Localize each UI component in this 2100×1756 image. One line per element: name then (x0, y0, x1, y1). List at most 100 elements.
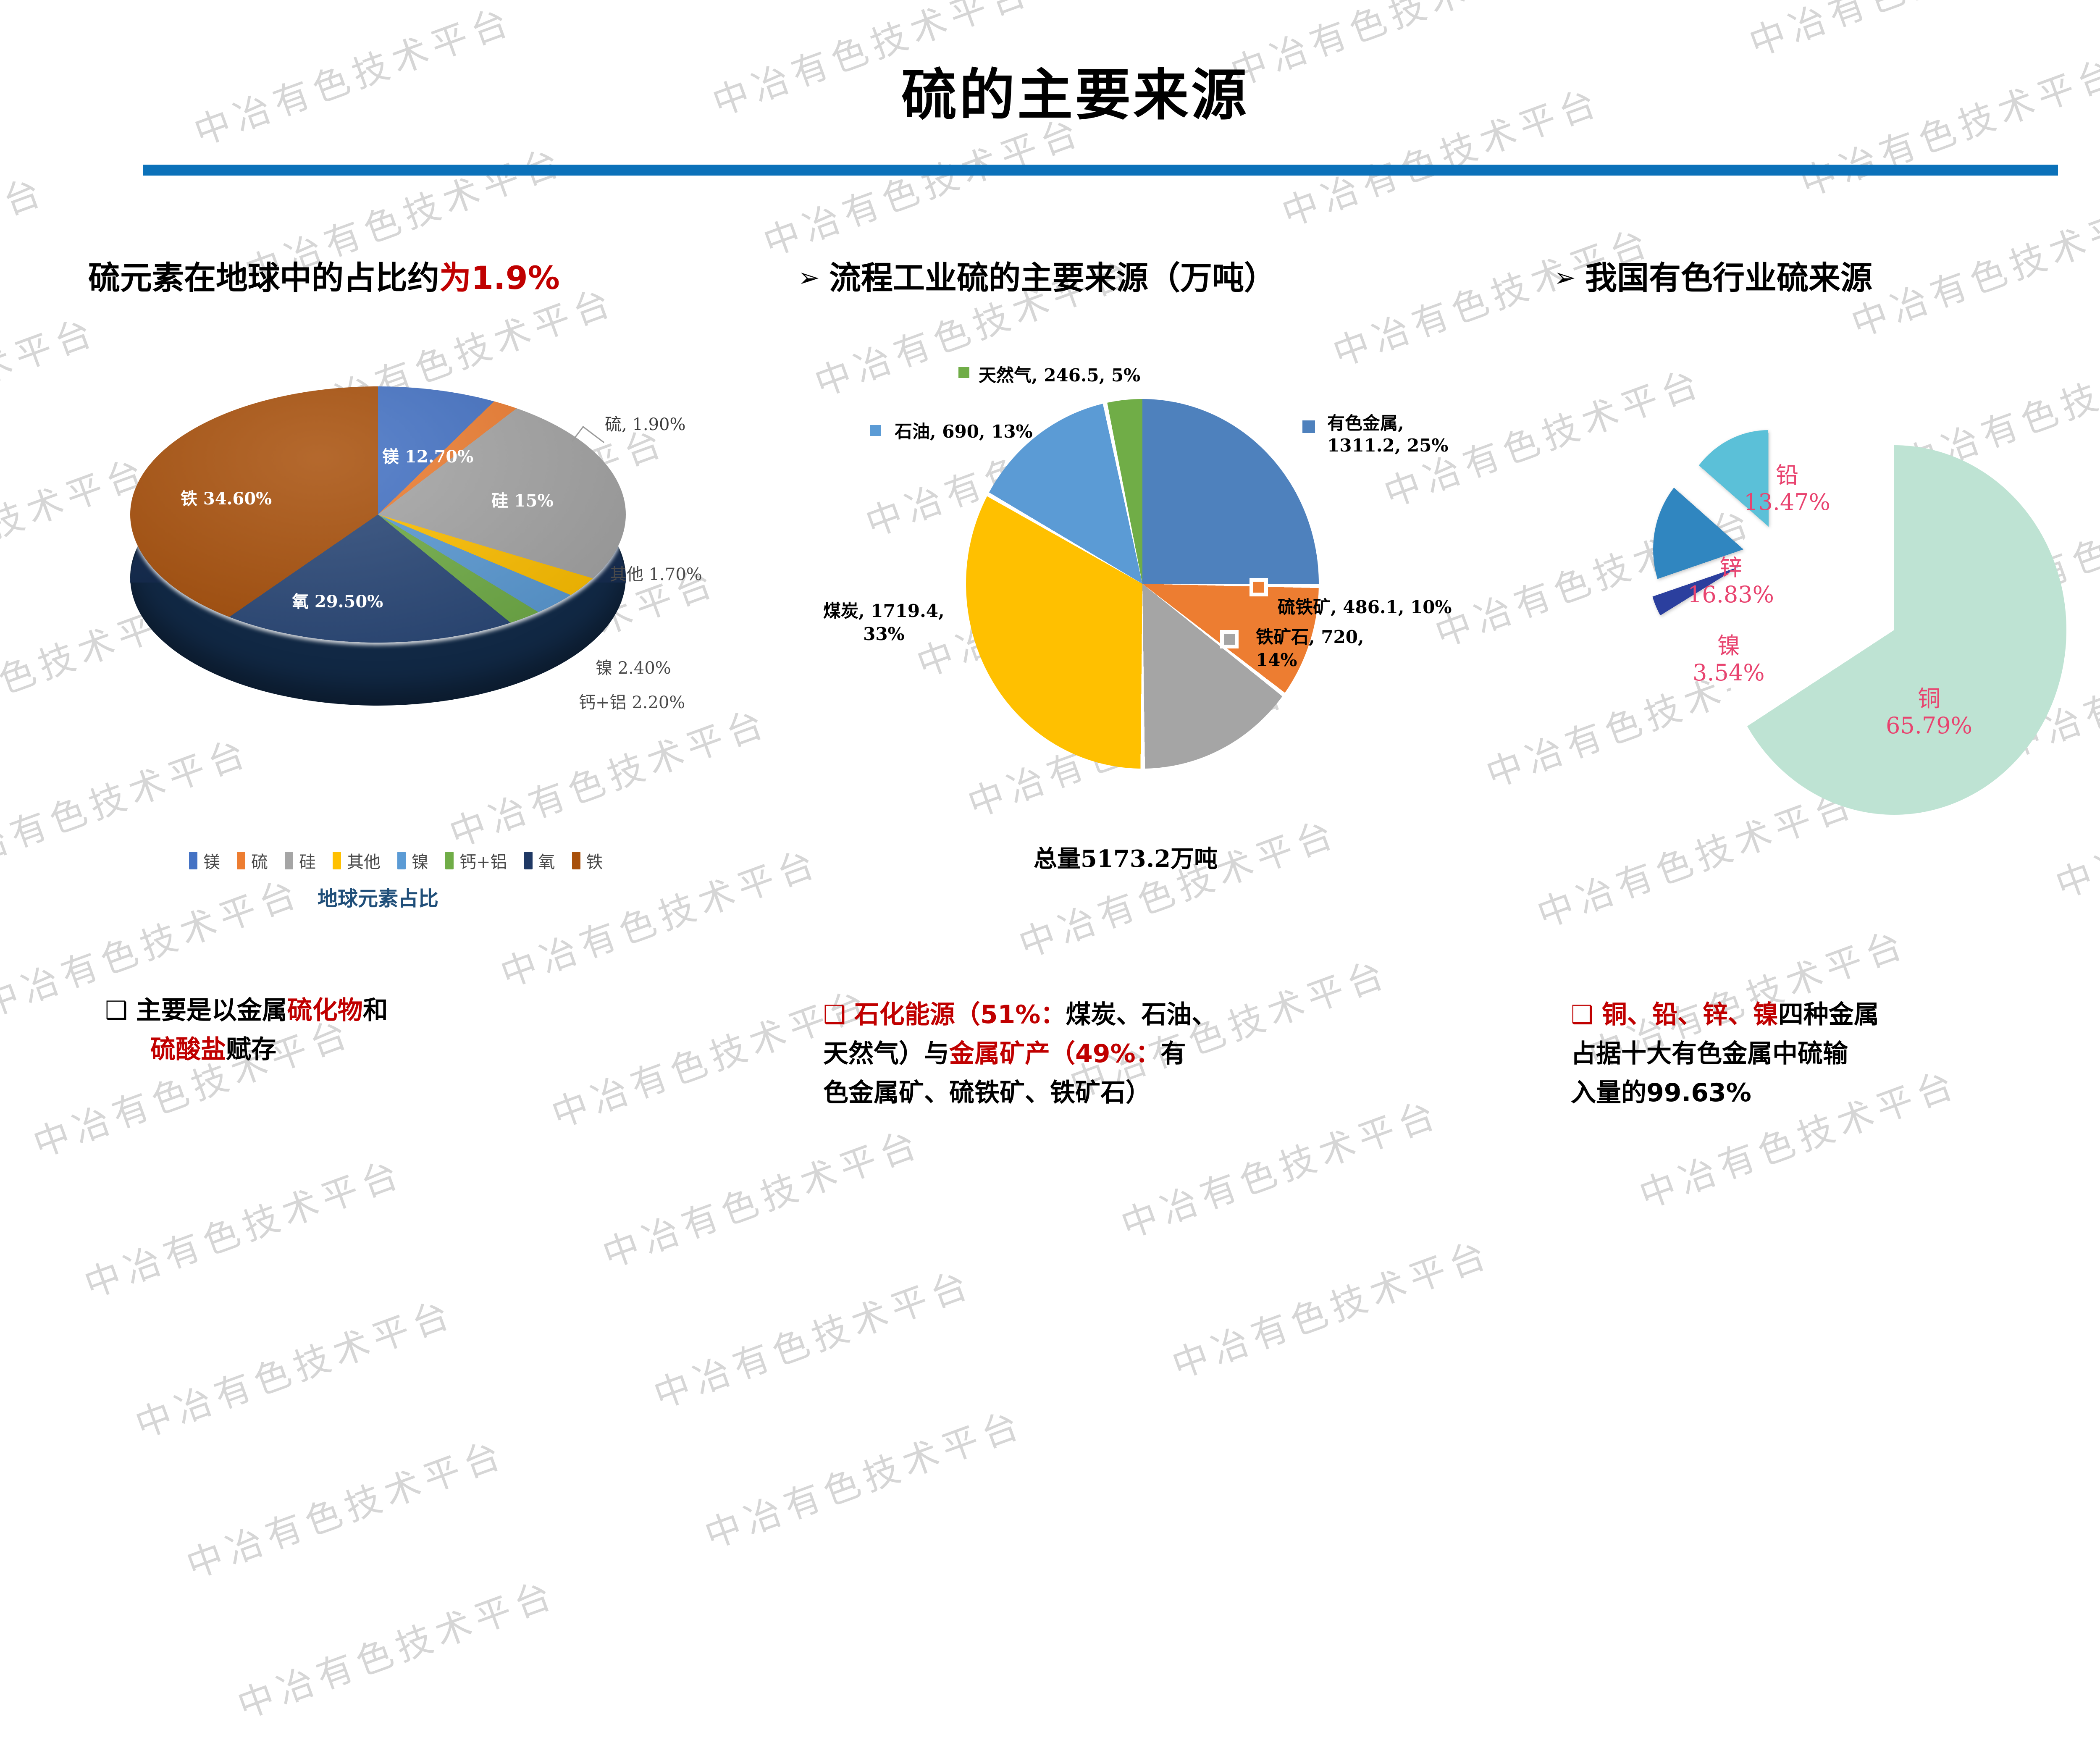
note-left-text-1: 主要是以金属 (136, 996, 287, 1025)
label-copper-name: 铜 (1917, 685, 1940, 712)
watermark-text: 中冶有色技术平台 (648, 1262, 979, 1417)
legend-label: 镍 (412, 853, 428, 872)
earth-element-pie-chart: 铁 34.60% 镁 12.70% 氧 29.50% 硫, 1.90% 硅 15… (130, 386, 702, 714)
legend-swatch-icon (285, 852, 293, 869)
legend-label: 硫 (251, 853, 268, 872)
pie-marker-pyrite (1250, 578, 1268, 596)
column-process-industry: ➢ 流程工业硫的主要来源（万吨） 天然气, 246.5, 5% 石油, 690, … (798, 259, 1453, 873)
note-left-highlight-1: 硫化物 (287, 996, 363, 1025)
pie-slice-label-other: 其他 1.70% (610, 565, 702, 584)
pie-slice-label-iron: 铁 34.60% (181, 489, 272, 509)
chart-total-annotation: 总量5173.2万吨 (1033, 845, 1218, 873)
label-lead-value: 13.47% (1744, 488, 1830, 515)
note-right-highlight: 铜、铅、锌、镍 (1601, 1000, 1778, 1029)
pie-slice-label-oxygen: 氧 29.50% (292, 592, 383, 612)
legend-item[interactable]: 硅 (285, 848, 316, 873)
note-left-text-3: 赋存 (226, 1035, 276, 1064)
section-heading-right: ➢ 我国有色行业硫来源 (1554, 260, 2100, 296)
note-mid-text-3: 有 (1160, 1039, 1186, 1068)
note-right: ❑ 铜、铅、锌、镍四种金属占据十大有色金属中硫输 入量的99.63% (1571, 995, 2100, 1113)
note-mid-text-4: 色金属矿、硫铁矿、铁矿石） (823, 1078, 1151, 1108)
label-nonferrous-line1: 有色金属, (1327, 413, 1404, 433)
legend-swatch-icon (333, 852, 341, 869)
heading-mid-text: 流程工业硫的主要来源（万吨） (829, 259, 1276, 297)
note-left-text-2: 和 (362, 996, 388, 1025)
note-right-text-3: 入量的99.63% (1571, 1078, 1751, 1108)
legend-label: 钙+铝 (459, 853, 507, 872)
pie-slice-lead-exploded (1678, 430, 1859, 623)
column-earth-elements: 硫元素在地球中的占比约为1.9% 铁 34.60% 镁 12.70% 氧 29.… (71, 260, 760, 911)
watermark-text: 中冶有色技术平台 (232, 1572, 562, 1727)
note-right-text-2: 占据十大有色金属中硫输 (1571, 1039, 1848, 1068)
legend-label: 镁 (203, 853, 220, 872)
section-heading-left: 硫元素在地球中的占比约为1.9% (71, 260, 760, 296)
legend-item[interactable]: 其他 (333, 848, 381, 873)
slide-canvas: 硫的主要来源 硫元素在地球中的占比约为1.9% 铁 34.60% 镁 12.70… (71, 63, 2100, 1113)
watermark-text: 中冶有色技术平台 (130, 1292, 460, 1446)
heading-left-red: 为1.9% (439, 259, 560, 297)
square-bullet-icon: ❑ (105, 996, 128, 1025)
label-zinc-name: 锌 (1719, 554, 1742, 581)
pie-slice-label-pyrite: 硫铁矿, 486.1, 10% (1278, 597, 1452, 617)
pie-slice-label-sulfur: 硫, 1.90% (605, 415, 686, 434)
pie-marker-iron-ore (1220, 630, 1239, 648)
note-mid-highlight-1: 石化能源（51%： (854, 1000, 1066, 1029)
column-nonferrous-sulfur: ➢ 我国有色行业硫来源 铅 13.47% 锌 16.83% 镍 3.54% 铜 65.79… (1554, 260, 2100, 815)
legend-swatch-icon (237, 852, 245, 869)
arrow-bullet-icon: ➢ (798, 262, 820, 293)
legend-swatch-icon (189, 852, 197, 869)
label-nickel-name: 镍 (1717, 633, 1740, 659)
legend-swatch-icon (572, 852, 580, 869)
pie-marker-petroleum (870, 425, 881, 436)
legend-label: 硅 (299, 853, 316, 872)
title-divider (143, 165, 2058, 176)
legend-item[interactable]: 硫 (237, 848, 268, 873)
legend-swatch-icon (397, 852, 406, 869)
label-zinc-value: 16.83% (1688, 581, 1774, 608)
label-coal-line1: 煤炭, 1719.4, (823, 601, 945, 621)
watermark-text: 中冶有色技术平台 (181, 1432, 512, 1587)
label-copper-value: 65.79% (1886, 712, 1972, 739)
note-mid-text-2: 天然气）与 (823, 1039, 949, 1068)
note-mid: ❑ 石化能源（51%：煤炭、石油、天然气）与金属矿产（49%：有 色金属矿、硫铁矿、… (823, 995, 1453, 1113)
watermark-text: 中冶有色技术平台 (699, 1402, 1030, 1557)
pie-slice-label-zinc: 锌 16.83% (1688, 554, 1774, 608)
legend-earth-elements: 镁 硫 硅 其他 镍 钙+铝 氧 铁 (189, 848, 603, 873)
pie-slice-label-nickel: 镍 2.40% (596, 659, 671, 678)
arrow-bullet-icon: ➢ (1554, 262, 1576, 293)
pie-slice-label-iron-ore: 铁矿石, 720, 14% (1256, 626, 1364, 672)
pie-marker-natural-gas (958, 367, 969, 378)
legend-item[interactable]: 镁 (189, 848, 220, 873)
label-nickel-value: 3.54% (1693, 659, 1765, 686)
label-iron-ore-line2: 14% (1256, 649, 1297, 670)
chart-caption-left: 地球元素占比 (317, 887, 438, 911)
legend-item[interactable]: 钙+铝 (445, 848, 507, 873)
heading-left-black: 硫元素在地球中的占比约 (88, 259, 439, 297)
pie-3d-top-face (130, 386, 626, 643)
pie-slice-label-nonferrous-metal: 有色金属, 1311.2, 25% (1327, 412, 1448, 457)
note-mid-highlight-2: 金属矿产（49%： (949, 1039, 1161, 1068)
legend-swatch-icon (445, 852, 454, 869)
label-coal-line2: 33% (863, 623, 905, 644)
pie-slice-label-calcium-aluminium: 钙+铝 2.20% (579, 693, 685, 712)
note-left-highlight-2: 硫酸盐 (150, 1035, 226, 1064)
square-bullet-icon: ❑ (1571, 1000, 1593, 1029)
legend-item[interactable]: 氧 (524, 848, 555, 873)
pie-slice-label-coal: 煤炭, 1719.4, 33% (823, 600, 945, 646)
pie-slice-label-petroleum: 石油, 690, 13% (895, 421, 1033, 442)
pie-slice-label-copper: 铜 65.79% (1886, 685, 1972, 739)
square-bullet-icon: ❑ (823, 1000, 846, 1029)
note-mid-text-1: 煤炭、石油、 (1066, 1000, 1217, 1029)
legend-item[interactable]: 镍 (397, 848, 428, 873)
label-lead-name: 铅 (1775, 462, 1798, 488)
heading-right-text: 我国有色行业硫来源 (1585, 259, 1872, 297)
watermark-text: 中冶有色技术平台 (1166, 1232, 1497, 1387)
note-left: ❑ 主要是以金属硫化物和硫酸盐赋存 (105, 991, 735, 1069)
pie-slice-label-silicon: 硅 15% (491, 491, 554, 511)
legend-label: 氧 (538, 853, 555, 872)
pie-slice-label-magnesium: 镁 12.70% (382, 447, 474, 467)
note-right-text-1: 四种金属 (1778, 1000, 1879, 1029)
pie-slice-label-nickel: 镍 3.54% (1693, 633, 1765, 686)
legend-item[interactable]: 铁 (572, 848, 603, 873)
label-nonferrous-line2: 1311.2, 25% (1327, 435, 1449, 456)
